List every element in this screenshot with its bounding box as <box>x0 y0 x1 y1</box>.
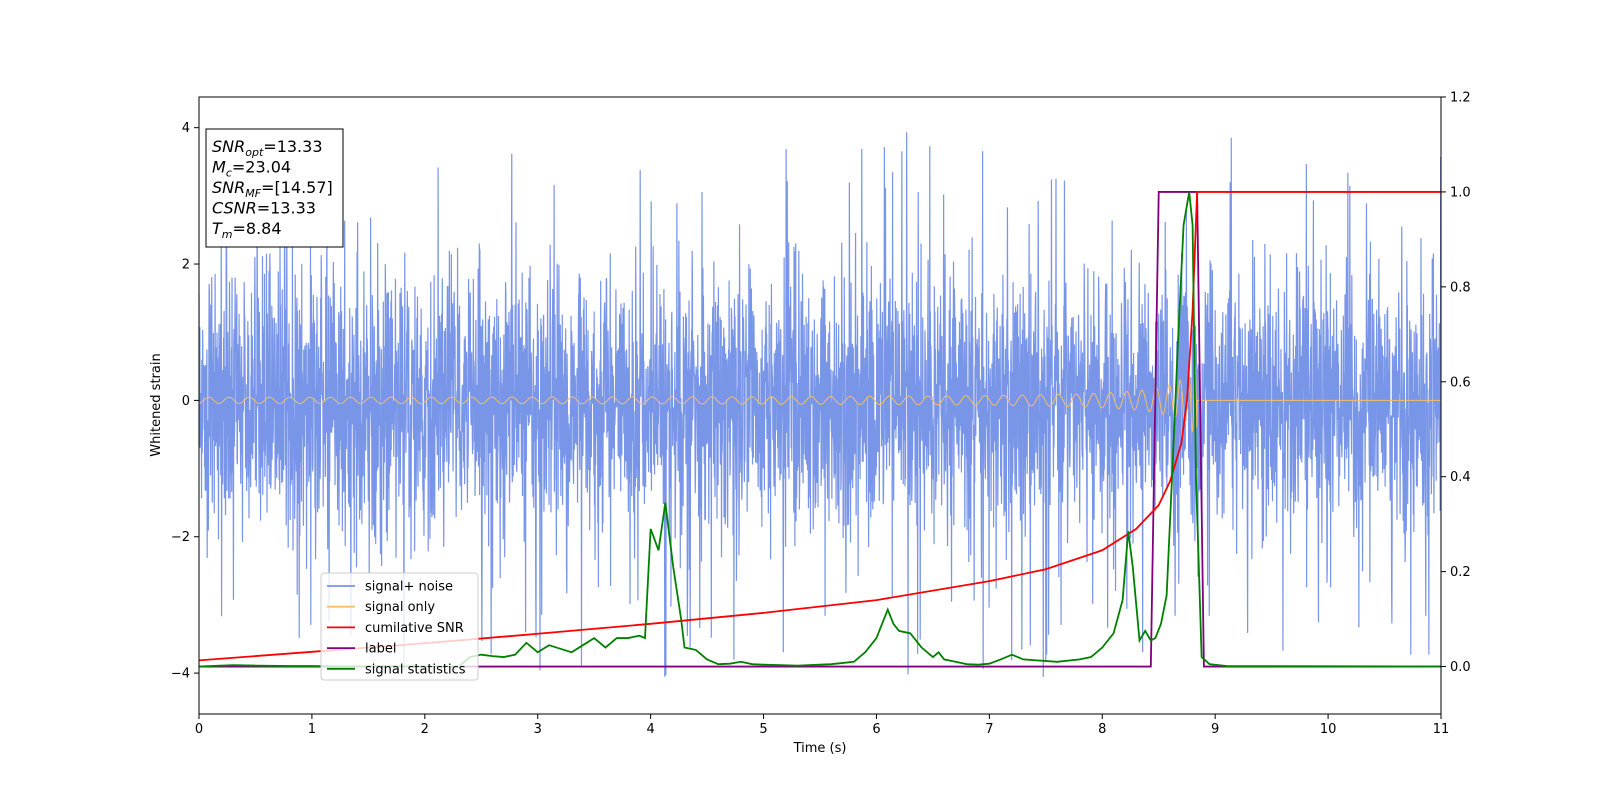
x-tick-label: 9 <box>1211 722 1219 737</box>
legend-entry-label: label <box>365 642 396 657</box>
y-axis-right: 0.0 0.2 0.4 0.6 0.8 1.0 1.2 <box>1441 91 1471 675</box>
y-right-tick-label: 0.6 <box>1450 375 1471 390</box>
info-box-line: Mc=23.04 <box>212 158 291 180</box>
y-right-tick-label: 0.0 <box>1450 660 1471 675</box>
x-tick-label: 1 <box>308 722 316 737</box>
y-right-tick-label: 1.2 <box>1450 91 1471 106</box>
x-tick-label: 5 <box>759 722 767 737</box>
series-cumilative-snr <box>199 191 1441 662</box>
x-tick-label: 0 <box>195 722 203 737</box>
x-tick-label: 8 <box>1098 722 1106 737</box>
x-tick-label: 2 <box>421 722 429 737</box>
y-right-tick-label: 0.2 <box>1450 565 1471 580</box>
x-axis: 0 1 2 3 4 5 6 7 8 9 10 11 <box>195 714 1449 737</box>
info-box-line: SNRMF=[14.57] <box>212 178 333 200</box>
legend-entry-label: signal statistics <box>365 662 466 677</box>
series-signal-statistics <box>199 191 1441 668</box>
series-layer <box>199 132 1441 677</box>
y-left-tick-label: 2 <box>182 258 190 273</box>
info-box-frame <box>205 128 344 248</box>
y-left-tick-label: −4 <box>171 667 190 682</box>
x-tick-label: 10 <box>1320 722 1337 737</box>
series-signal-only <box>199 364 1441 433</box>
y-right-tick-label: 0.4 <box>1450 470 1471 485</box>
series-signal-plus-noise <box>199 132 1441 677</box>
legend-frame <box>320 572 479 681</box>
info-box: SNRopt=13.33Mc=23.04SNRMF=[14.57]CSNR=13… <box>205 128 344 248</box>
info-box-line: SNRopt=13.33 <box>212 137 323 159</box>
x-tick-label: 3 <box>534 722 542 737</box>
y-axis-left: −4 −2 0 2 4 <box>171 121 199 682</box>
x-axis-label: Time (s) <box>793 741 847 756</box>
y-right-tick-label: 0.8 <box>1450 280 1471 295</box>
y-left-tick-label: 4 <box>182 121 190 136</box>
legend: signal+ noise signal only cumilative SNR la… <box>320 572 479 681</box>
info-box-line: CSNR=13.33 <box>212 199 316 218</box>
x-tick-label: 4 <box>646 722 654 737</box>
y-left-tick-label: −2 <box>171 530 190 545</box>
y-right-tick-label: 1.0 <box>1450 185 1471 200</box>
x-tick-label: 11 <box>1433 722 1450 737</box>
y-axis-label: Whitened strain <box>149 353 164 456</box>
plot-frame <box>198 96 1442 715</box>
info-box-line: Tm=8.84 <box>212 219 282 241</box>
x-tick-label: 6 <box>872 722 880 737</box>
legend-entry-label: signal only <box>365 600 435 615</box>
legend-entry-label: signal+ noise <box>365 580 453 595</box>
x-tick-label: 7 <box>985 722 993 737</box>
legend-entry-label: cumilative SNR <box>365 621 464 636</box>
y-left-tick-label: 0 <box>182 394 190 409</box>
